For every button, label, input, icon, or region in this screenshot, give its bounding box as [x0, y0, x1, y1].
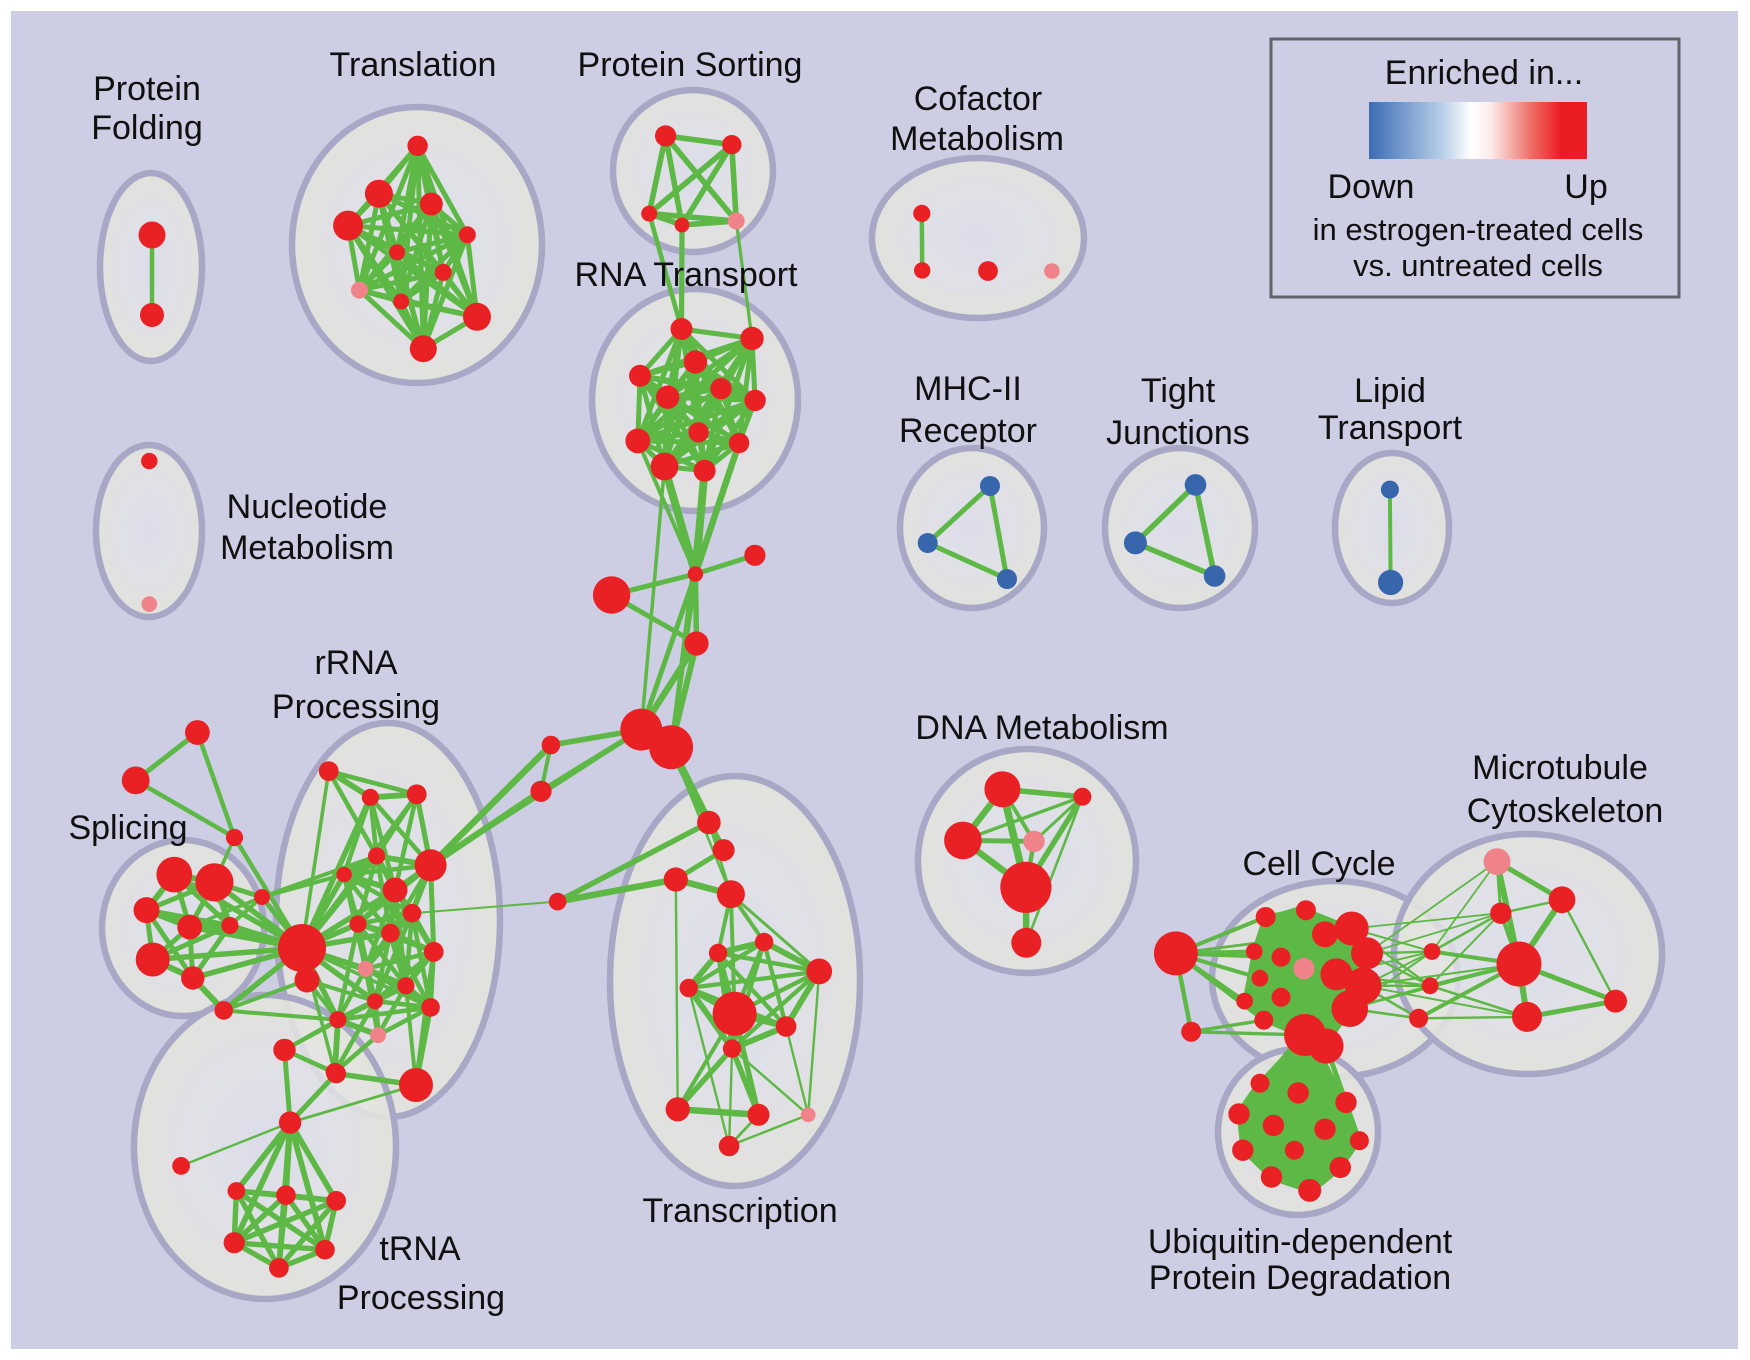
svg-text:Protein Degradation: Protein Degradation: [1149, 1259, 1451, 1297]
svg-text:Microtubule: Microtubule: [1472, 749, 1648, 787]
svg-text:Receptor: Receptor: [899, 412, 1037, 450]
svg-text:Metabolism: Metabolism: [220, 529, 394, 567]
svg-text:Metabolism: Metabolism: [890, 120, 1064, 158]
svg-text:Up: Up: [1564, 168, 1607, 206]
svg-text:in estrogen-treated cells: in estrogen-treated cells: [1313, 212, 1644, 247]
svg-text:Lipid: Lipid: [1354, 372, 1426, 410]
svg-text:Protein: Protein: [93, 70, 201, 108]
svg-text:Translation: Translation: [330, 46, 497, 84]
svg-text:Transcription: Transcription: [642, 1192, 837, 1230]
svg-text:Cell Cycle: Cell Cycle: [1242, 845, 1395, 883]
svg-text:Cytoskeleton: Cytoskeleton: [1467, 792, 1664, 830]
svg-text:Tight: Tight: [1141, 372, 1216, 410]
svg-text:Down: Down: [1328, 168, 1415, 206]
svg-text:RNA Transport: RNA Transport: [575, 256, 799, 294]
svg-text:Cofactor: Cofactor: [914, 80, 1043, 118]
svg-text:MHC-II: MHC-II: [914, 370, 1022, 408]
svg-text:Protein Sorting: Protein Sorting: [578, 46, 803, 84]
svg-text:tRNA: tRNA: [379, 1230, 461, 1268]
svg-text:DNA Metabolism: DNA Metabolism: [915, 709, 1168, 747]
svg-text:vs. untreated cells: vs. untreated cells: [1353, 248, 1603, 283]
svg-text:Processing: Processing: [272, 688, 440, 726]
svg-text:Junctions: Junctions: [1106, 414, 1250, 452]
svg-text:Folding: Folding: [91, 109, 203, 147]
svg-text:Nucleotide: Nucleotide: [227, 488, 388, 526]
svg-text:Splicing: Splicing: [68, 809, 187, 847]
svg-text:Transport: Transport: [1318, 409, 1463, 447]
svg-text:Processing: Processing: [337, 1279, 505, 1317]
svg-text:rRNA: rRNA: [314, 644, 397, 682]
svg-text:Ubiquitin-dependent: Ubiquitin-dependent: [1148, 1223, 1453, 1261]
svg-text:Enriched in...: Enriched in...: [1385, 54, 1583, 92]
